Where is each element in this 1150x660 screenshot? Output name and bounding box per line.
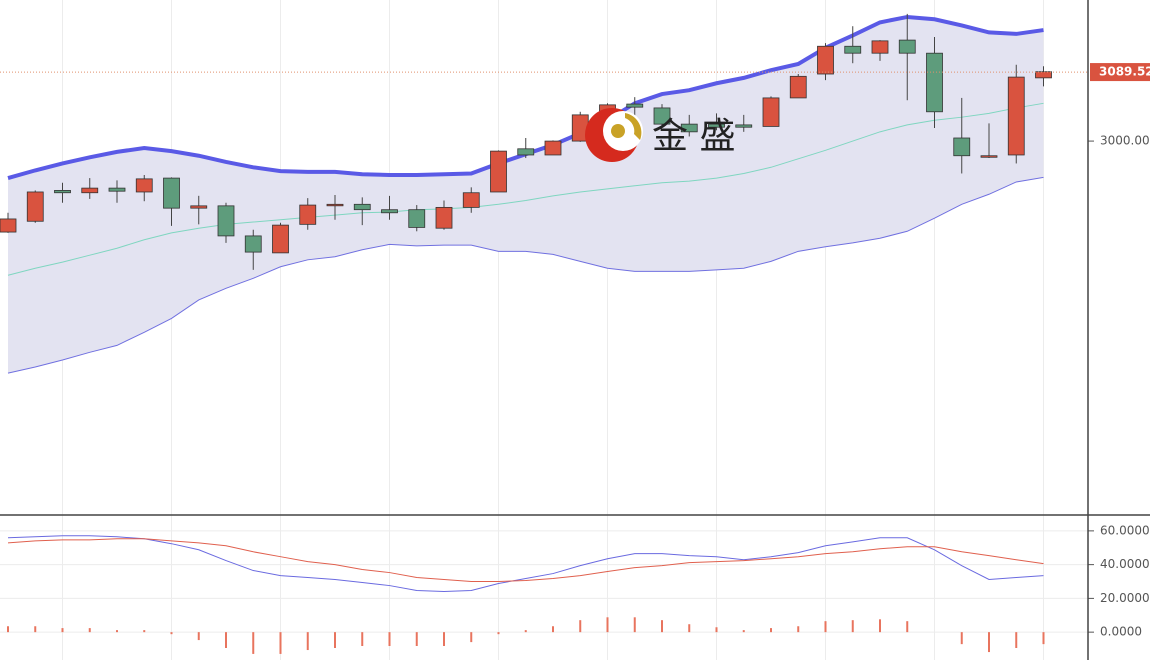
candle-body (544, 140, 562, 156)
watermark-text: 金 盛 (652, 116, 735, 157)
band-fill (8, 16, 1044, 374)
candle-body (163, 177, 180, 209)
candle-body (517, 148, 535, 156)
candle-body (26, 191, 44, 222)
candle-body (435, 206, 453, 229)
candle-body (762, 97, 780, 127)
candle-body (381, 209, 398, 214)
candle-body (626, 103, 644, 108)
candle-body (680, 123, 698, 133)
line-series (7, 102, 1044, 276)
y-tick-label: 60.0000 (1100, 523, 1150, 537)
candle-body (844, 45, 862, 54)
y-tick-label: 3000.00 (1100, 134, 1150, 148)
y-tick-label: 0.0000 (1100, 625, 1142, 639)
candle-body (217, 205, 235, 237)
candle-body (299, 204, 317, 225)
last-price-box (1090, 63, 1150, 82)
candle-body (871, 40, 889, 54)
candle-body (81, 187, 99, 194)
candle-body (980, 155, 998, 158)
candle-body (54, 190, 71, 194)
candle-body (462, 192, 480, 208)
candle-body (272, 224, 289, 254)
candle-body (653, 107, 671, 125)
watermark: 金 盛 (585, 108, 735, 162)
last-price-label: 3089.52 (1099, 65, 1150, 79)
y-tick-label: 40.0000 (1100, 557, 1150, 571)
candle-body (789, 75, 807, 99)
candle-body (0, 218, 17, 233)
candle-body (1035, 71, 1052, 79)
candle-body (1007, 76, 1025, 156)
line-series (7, 176, 1044, 374)
candle-body (708, 123, 725, 128)
candle-body (135, 178, 153, 193)
y-tick-label: 20.0000 (1100, 591, 1150, 605)
candle-body (408, 209, 426, 228)
line-series (7, 538, 1044, 583)
candle-body (353, 203, 371, 211)
candle-body (926, 52, 943, 113)
candle-body (326, 203, 344, 207)
marks-layer (0, 13, 1088, 654)
candle-body (190, 205, 208, 209)
candle-body (244, 235, 262, 253)
logo-dot (611, 124, 625, 138)
line-series (7, 535, 1044, 592)
candle-body (735, 124, 753, 128)
candle-body (490, 150, 507, 193)
candle-body (108, 187, 126, 192)
candle-body (953, 137, 971, 157)
candle-body (817, 45, 834, 75)
candle-body (898, 39, 916, 54)
logo-arc (625, 113, 642, 140)
